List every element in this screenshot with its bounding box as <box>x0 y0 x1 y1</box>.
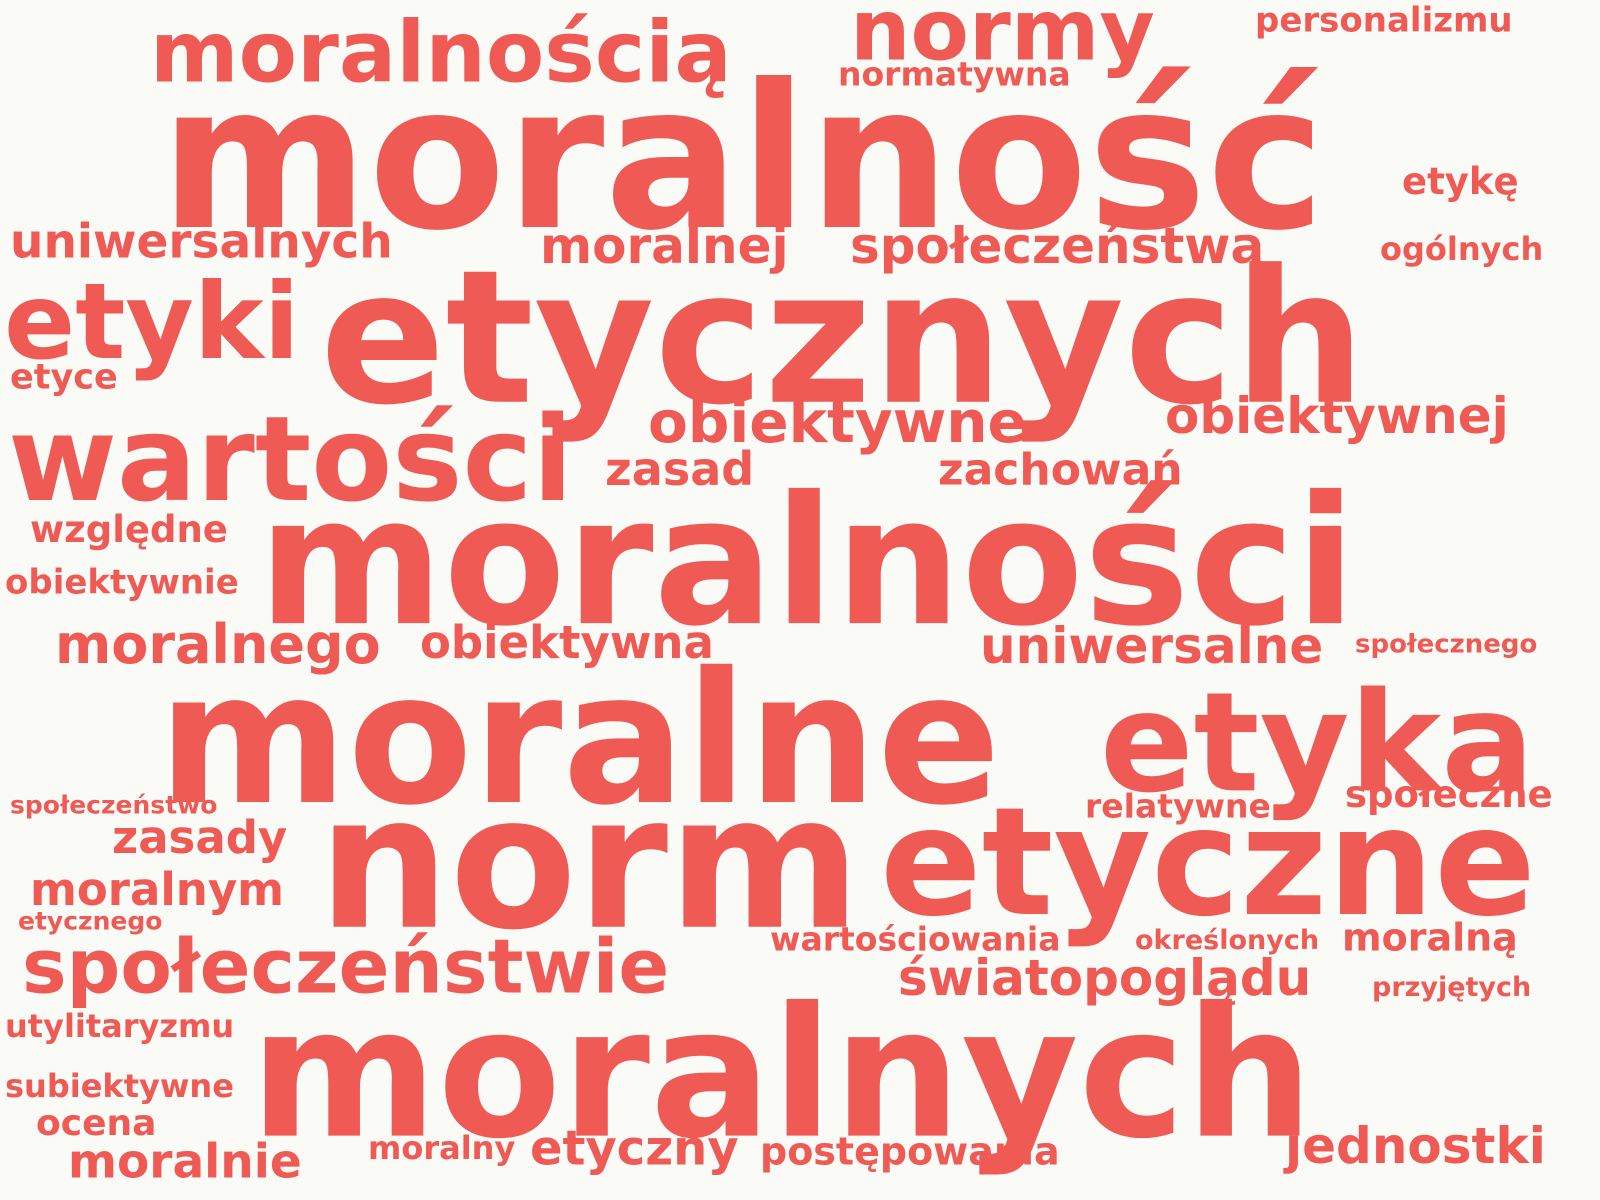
word: względne <box>30 508 228 552</box>
word: etycznych <box>320 229 1366 446</box>
word: etyce <box>10 357 118 398</box>
word: ocena <box>36 1102 157 1144</box>
word: moralnej <box>540 217 789 275</box>
word: normy <box>850 0 1155 81</box>
word: etyczny <box>530 1120 739 1177</box>
word: postępowania <box>760 1129 1060 1174</box>
word: moralną <box>1342 915 1518 960</box>
word: etyka <box>1100 662 1535 824</box>
word: społeczeństwie <box>22 922 670 1011</box>
word: moralnością <box>150 3 732 103</box>
word: wartościowania <box>770 919 1061 959</box>
word: społeczeństwa <box>850 217 1265 275</box>
word: moralności <box>258 458 1357 666</box>
word: relatywne <box>1085 786 1271 826</box>
word: subiektywne <box>5 1067 234 1106</box>
word: etyki <box>4 261 300 384</box>
word: moralnego <box>55 612 381 676</box>
word: obiektywne <box>648 387 1027 456</box>
word: zasad <box>605 442 755 497</box>
word: zachowań <box>938 444 1183 496</box>
word: obiektywna <box>420 615 714 669</box>
word: przyjętych <box>1372 971 1532 1003</box>
word: moralnie <box>68 1134 302 1190</box>
word: etykę <box>1402 160 1519 204</box>
word: moralnych <box>250 969 1314 1179</box>
word: obiektywnie <box>5 562 239 603</box>
word: społecznego <box>1355 629 1538 660</box>
word: zasady <box>112 810 288 864</box>
word: społeczne <box>1345 773 1553 817</box>
word: obiektywnej <box>1165 387 1509 445</box>
word: wartości <box>8 389 573 528</box>
word: normatywna <box>838 54 1071 94</box>
word: personalizmu <box>1255 0 1513 41</box>
word: uniwersalnych <box>10 214 393 270</box>
word: określonych <box>1135 924 1320 956</box>
word: etycznego <box>18 906 163 936</box>
word: moralnym <box>30 862 285 916</box>
word: moralny <box>368 1129 516 1168</box>
word: etyczne <box>880 776 1536 950</box>
word: moralność <box>160 42 1326 275</box>
word: moralne <box>158 633 1001 846</box>
word: norm <box>318 754 861 971</box>
word: jednostki <box>1285 1117 1546 1175</box>
word: utylitaryzmu <box>5 1007 235 1046</box>
word: społeczeństwo <box>10 790 218 820</box>
word: ogólnych <box>1380 230 1544 269</box>
word: uniwersalne <box>980 617 1324 675</box>
word: światopoglądu <box>898 949 1312 1007</box>
